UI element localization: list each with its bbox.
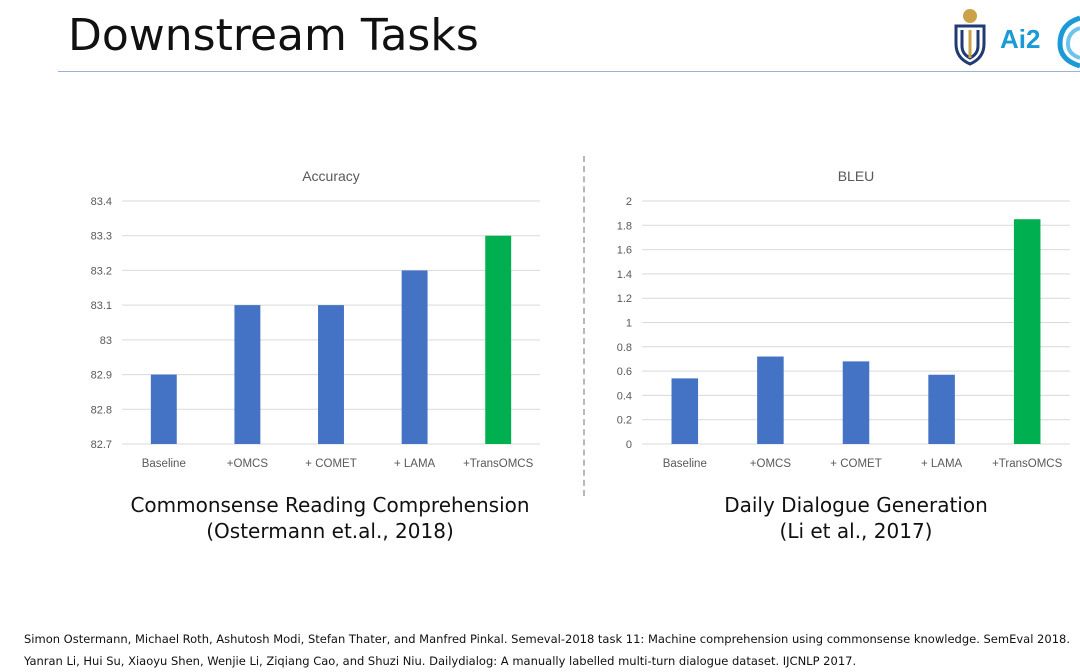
university-seal-icon: Ai2 (954, 9, 1080, 69)
x-tick-label: +TransOMCS (463, 458, 534, 470)
ring-logo-icon (1057, 15, 1080, 69)
x-tick-label: +OMCS (227, 458, 269, 470)
y-tick-label: 0.2 (617, 415, 632, 427)
caption-citation: (Ostermann et.al., 2018) (206, 519, 454, 543)
y-tick-label: 82.8 (91, 404, 112, 416)
ai2-logo: Ai2 (1000, 24, 1040, 54)
caption-title: Commonsense Reading Comprehension (130, 493, 530, 517)
y-tick-label: 82.7 (91, 439, 112, 451)
bar-transomcs (1013, 219, 1041, 444)
references: Simon Ostermann, Michael Roth, Ashutosh … (24, 628, 1080, 672)
x-tick-label: + COMET (830, 458, 881, 470)
x-tick-label: Baseline (663, 458, 707, 470)
x-tick-label: +TransOMCS (992, 458, 1063, 470)
x-tick-label: +OMCS (750, 458, 792, 470)
y-tick-label: 0.6 (617, 366, 632, 378)
y-tick-label: 1 (626, 318, 632, 330)
y-tick-label: 1.8 (617, 220, 632, 232)
x-tick-label: + COMET (305, 458, 356, 470)
y-tick-label: 82.9 (91, 370, 112, 382)
y-tick-label: 2 (626, 196, 632, 208)
y-tick-label: 0 (626, 439, 632, 451)
y-tick-label: 83.3 (91, 231, 112, 243)
chart-divider (583, 156, 585, 496)
x-tick-label: Baseline (142, 458, 186, 470)
chart-title: Accuracy (302, 168, 360, 184)
y-tick-label: 1.2 (617, 293, 632, 305)
chart-title: BLEU (838, 168, 875, 184)
bar-lama (928, 374, 955, 444)
caption-dialogue-generation: Daily Dialogue Generation (Li et al., 20… (636, 492, 1076, 544)
bar-baseline (150, 374, 177, 444)
title-divider (58, 71, 1080, 72)
bar-baseline (671, 378, 699, 444)
bar-omcs (757, 356, 784, 444)
header-logos: Ai2 (948, 4, 1080, 69)
y-tick-label: 83.2 (91, 265, 112, 277)
bar-comet (842, 361, 870, 444)
y-tick-label: 0.4 (617, 390, 632, 402)
accuracy-chart: Accuracy 82.7 82.8 82.9 83 83.1 83.2 83.3 83.4 Ba… (91, 168, 540, 470)
reference-ostermann: Simon Ostermann, Michael Roth, Ashutosh … (24, 632, 1070, 646)
y-tick-label: 1.6 (617, 245, 632, 257)
x-tick-label: + LAMA (394, 458, 436, 470)
bar-transomcs (485, 235, 512, 444)
seal-crown-icon (963, 9, 977, 23)
y-tick-label: 83 (100, 335, 112, 347)
bar-omcs (234, 305, 261, 444)
caption-title: Daily Dialogue Generation (724, 493, 988, 517)
caption-citation: (Li et al., 2017) (779, 519, 933, 543)
y-tick-label: 83.4 (91, 196, 112, 208)
slide-title: Downstream Tasks (68, 10, 479, 61)
reference-li: Yanran Li, Hui Su, Xiaoyu Shen, Wenjie L… (24, 654, 857, 668)
bar-lama (401, 270, 428, 444)
bar-comet (318, 305, 344, 444)
caption-reading-comprehension: Commonsense Reading Comprehension (Oster… (110, 492, 550, 544)
bleu-chart: BLEU 0 0.2 0.4 0.6 0.8 1 1.2 1.4 1.6 1.8 2 Baseline +… (617, 168, 1070, 470)
y-tick-label: 1.4 (617, 269, 632, 281)
x-tick-label: + LAMA (921, 458, 963, 470)
y-tick-label: 83.1 (91, 300, 112, 312)
y-tick-label: 0.8 (617, 342, 632, 354)
